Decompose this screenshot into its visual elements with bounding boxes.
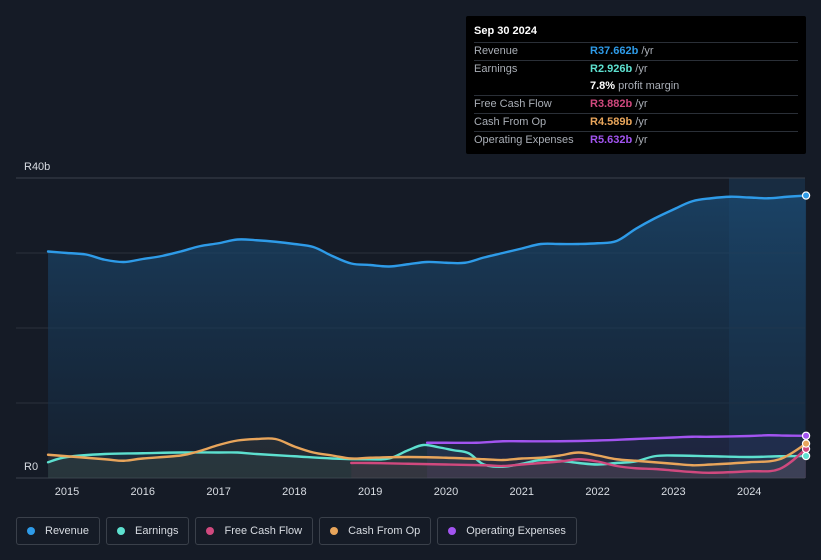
revenue-endpoint [801,191,811,200]
legend-dot-icon [448,527,457,535]
tooltip-row: Earnings R2.926b /yr [474,60,798,78]
legend-item-earnings[interactable]: Earnings [106,517,190,545]
legend-dot-icon [27,527,35,535]
tooltip-date: Sep 30 2024 [474,25,537,37]
tooltip-row-value: 7.8% profit margin [590,80,680,92]
tooltip-row: Revenue R37.662b /yr [474,42,798,60]
legend-dot-icon [117,527,126,535]
earnings-line [46,443,808,468]
tooltip-row-value: R4.589b /yr [590,116,648,128]
tooltip-row-label: Earnings [474,63,518,75]
revenue-area [48,195,807,479]
x-tick-label: 2016 [131,486,155,498]
y-axis-top-label: R40b [24,161,50,173]
tooltip-row: 7.8% profit margin [474,78,798,95]
legend-label: Revenue [45,525,90,537]
cfo-endpoint [801,439,811,448]
legend-item-revenue[interactable]: Revenue [16,517,101,545]
tooltip-row-label [474,78,590,95]
y-axis-zero-label: R0 [24,461,38,473]
legend-dot-icon [330,527,339,535]
tooltip-row-label: Cash From Op [474,116,547,128]
x-tick-label: 2017 [206,486,230,498]
tooltip-row-value: R3.882b /yr [590,98,648,110]
x-tick-label: 2019 [358,486,382,498]
revenue-line [46,194,808,268]
x-tick-label: 2015 [55,486,79,498]
legend-item-free-cash-flow[interactable]: Free Cash Flow [195,517,314,545]
tooltip-row-label: Revenue [474,45,519,57]
legend-label: Cash From Op [348,525,421,537]
data-tooltip: Sep 30 2024 Revenue R37.662b /yr Earnings R… [466,16,806,154]
fcf-line [350,447,808,474]
x-tick-label: 2023 [661,486,685,498]
opex-area [427,435,807,478]
legend-item-cash-from-op[interactable]: Cash From Op [319,517,432,545]
earnings-endpoint [801,451,811,461]
tooltip-row: Free Cash Flow R3.882b /yr [474,95,798,113]
x-tick-label: 2021 [510,486,534,498]
x-tick-label: 2018 [282,486,306,498]
tooltip-row-value: R5.632b /yr [590,134,648,146]
financial-line-chart: 2015 2016 2017 2018 2019 2020 2021 2022 2023 2024… [16,161,811,498]
legend-dot-icon [206,527,215,535]
tooltip-row-label: Free Cash Flow [474,98,552,110]
legend-label: Earnings [135,525,179,537]
tooltip-row-label: Operating Expenses [474,134,574,146]
legend-label: Operating Expenses [466,525,566,537]
tooltip-row-value: R37.662b /yr [590,45,654,57]
tooltip-row-value: R2.926b /yr [590,63,648,75]
opex-line [425,434,808,445]
tooltip-row: Operating Expenses R5.632b /yr [474,131,798,149]
chart-legend: Revenue Earnings Free Cash Flow Cash From O… [16,517,577,545]
tooltip-row: Cash From Op R4.589b /yr [474,113,798,131]
x-tick-label: 2022 [585,486,609,498]
x-tick-label: 2024 [737,486,761,498]
x-tick-label: 2020 [434,486,458,498]
legend-label: Free Cash Flow [224,525,303,537]
opex-endpoint [801,431,811,440]
legend-item-operating-expenses[interactable]: Operating Expenses [437,517,577,545]
cfo-line [46,437,808,467]
